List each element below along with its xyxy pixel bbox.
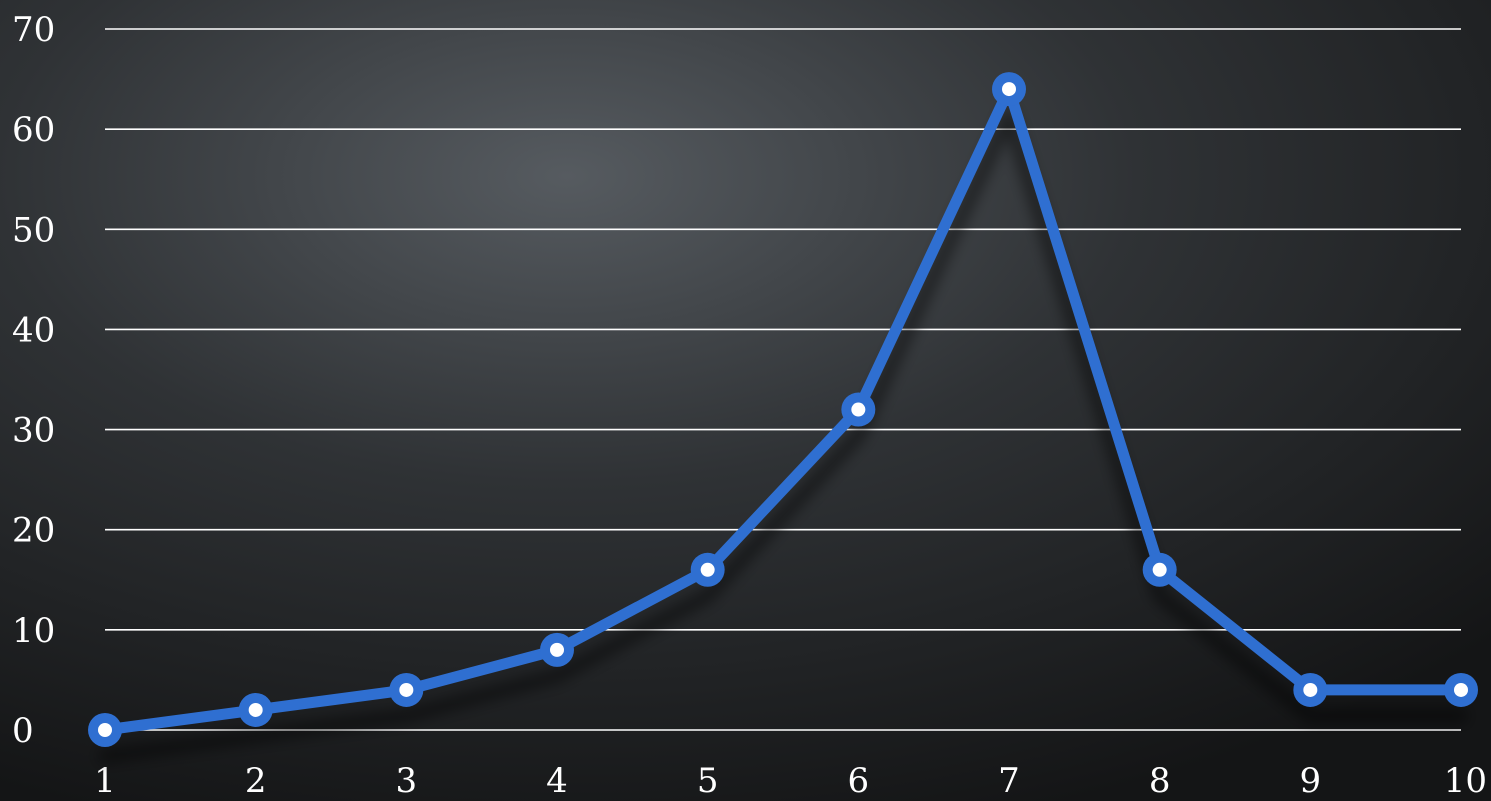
data-point (98, 723, 112, 737)
x-tick-label: 6 (848, 761, 870, 801)
data-point (700, 562, 715, 577)
x-tick-label: 2 (245, 761, 267, 801)
x-tick-label: 10 (1444, 761, 1487, 801)
y-tick-label: 20 (12, 511, 55, 551)
y-tick-label: 30 (12, 411, 55, 451)
x-tick-label: 9 (1300, 761, 1322, 801)
data-point (1152, 562, 1167, 577)
y-tick-label: 0 (12, 711, 34, 751)
y-tick-label: 60 (12, 110, 55, 150)
x-tick-label: 5 (697, 761, 719, 801)
data-point (1303, 682, 1318, 697)
x-tick-label: 4 (546, 761, 568, 801)
series-line-shadow (98, 108, 1468, 763)
series-group (88, 72, 1478, 763)
y-tick-label: 50 (12, 210, 55, 250)
x-axis-ticks: 1 2 3 4 5 6 7 8 9 10 (94, 761, 1487, 801)
y-tick-label: 10 (12, 611, 55, 651)
x-tick-label: 3 (396, 761, 418, 801)
y-tick-label: 70 (12, 10, 55, 50)
data-point (550, 642, 564, 657)
y-tick-label: 40 (12, 310, 55, 350)
data-point (248, 702, 263, 717)
data-point (1454, 682, 1468, 697)
x-tick-label: 1 (94, 761, 116, 801)
x-tick-label: 8 (1149, 761, 1171, 801)
data-point (851, 402, 866, 417)
x-tick-label: 7 (998, 761, 1020, 801)
series-line (99, 83, 1467, 736)
y-axis-ticks: 0 10 20 30 40 50 60 70 (12, 10, 55, 751)
data-point (399, 682, 414, 697)
data-point (1002, 82, 1016, 97)
